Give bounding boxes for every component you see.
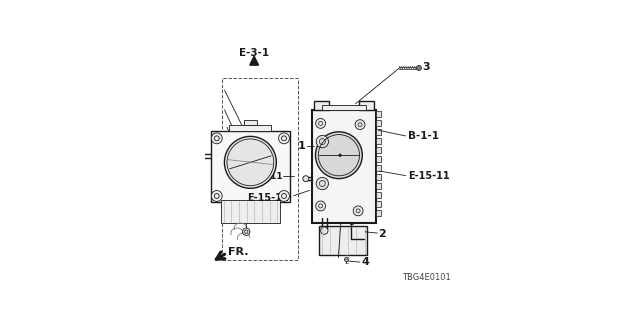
Circle shape [278, 133, 289, 144]
Circle shape [303, 176, 308, 182]
Bar [376, 183, 381, 189]
Circle shape [316, 135, 328, 148]
Circle shape [278, 190, 289, 201]
Circle shape [316, 118, 326, 128]
Circle shape [344, 258, 348, 262]
Bar [312, 110, 376, 223]
Bar [222, 78, 298, 260]
Circle shape [339, 154, 341, 156]
Bar [376, 129, 381, 135]
Text: 3: 3 [422, 62, 429, 72]
Bar [230, 124, 271, 131]
Circle shape [243, 228, 250, 236]
Bar [211, 131, 290, 202]
Circle shape [193, 168, 199, 174]
Circle shape [316, 201, 326, 211]
Bar [322, 105, 366, 110]
Circle shape [193, 151, 199, 157]
Text: E-15-11: E-15-11 [247, 193, 289, 203]
Bar [359, 101, 374, 110]
Bar [376, 120, 381, 126]
Circle shape [321, 227, 328, 234]
Circle shape [225, 136, 276, 188]
Bar [376, 174, 381, 180]
Text: 4: 4 [361, 257, 369, 267]
Bar [376, 192, 381, 198]
Bar [376, 210, 381, 216]
Bar [244, 120, 257, 124]
Circle shape [211, 190, 222, 201]
Bar [376, 147, 381, 153]
Circle shape [193, 155, 199, 161]
Text: E-3-1: E-3-1 [239, 48, 269, 58]
Text: B-1-1: B-1-1 [408, 131, 439, 141]
Text: 1: 1 [298, 140, 306, 151]
Circle shape [353, 206, 363, 216]
Text: 2: 2 [378, 228, 387, 238]
Circle shape [417, 66, 421, 70]
Bar [376, 138, 381, 144]
Bar [314, 101, 329, 110]
Bar [376, 201, 381, 207]
Circle shape [355, 120, 365, 130]
Text: FR.: FR. [228, 246, 249, 257]
Circle shape [211, 133, 222, 144]
Bar [319, 226, 367, 255]
Text: E-15-11: E-15-11 [408, 171, 450, 180]
Bar [376, 111, 381, 117]
Circle shape [316, 177, 328, 190]
Circle shape [316, 132, 362, 179]
Bar [221, 200, 280, 223]
Text: TBG4E0101: TBG4E0101 [402, 273, 451, 283]
Bar [376, 165, 381, 171]
Text: E-15-11: E-15-11 [244, 172, 282, 181]
Bar [376, 156, 381, 162]
